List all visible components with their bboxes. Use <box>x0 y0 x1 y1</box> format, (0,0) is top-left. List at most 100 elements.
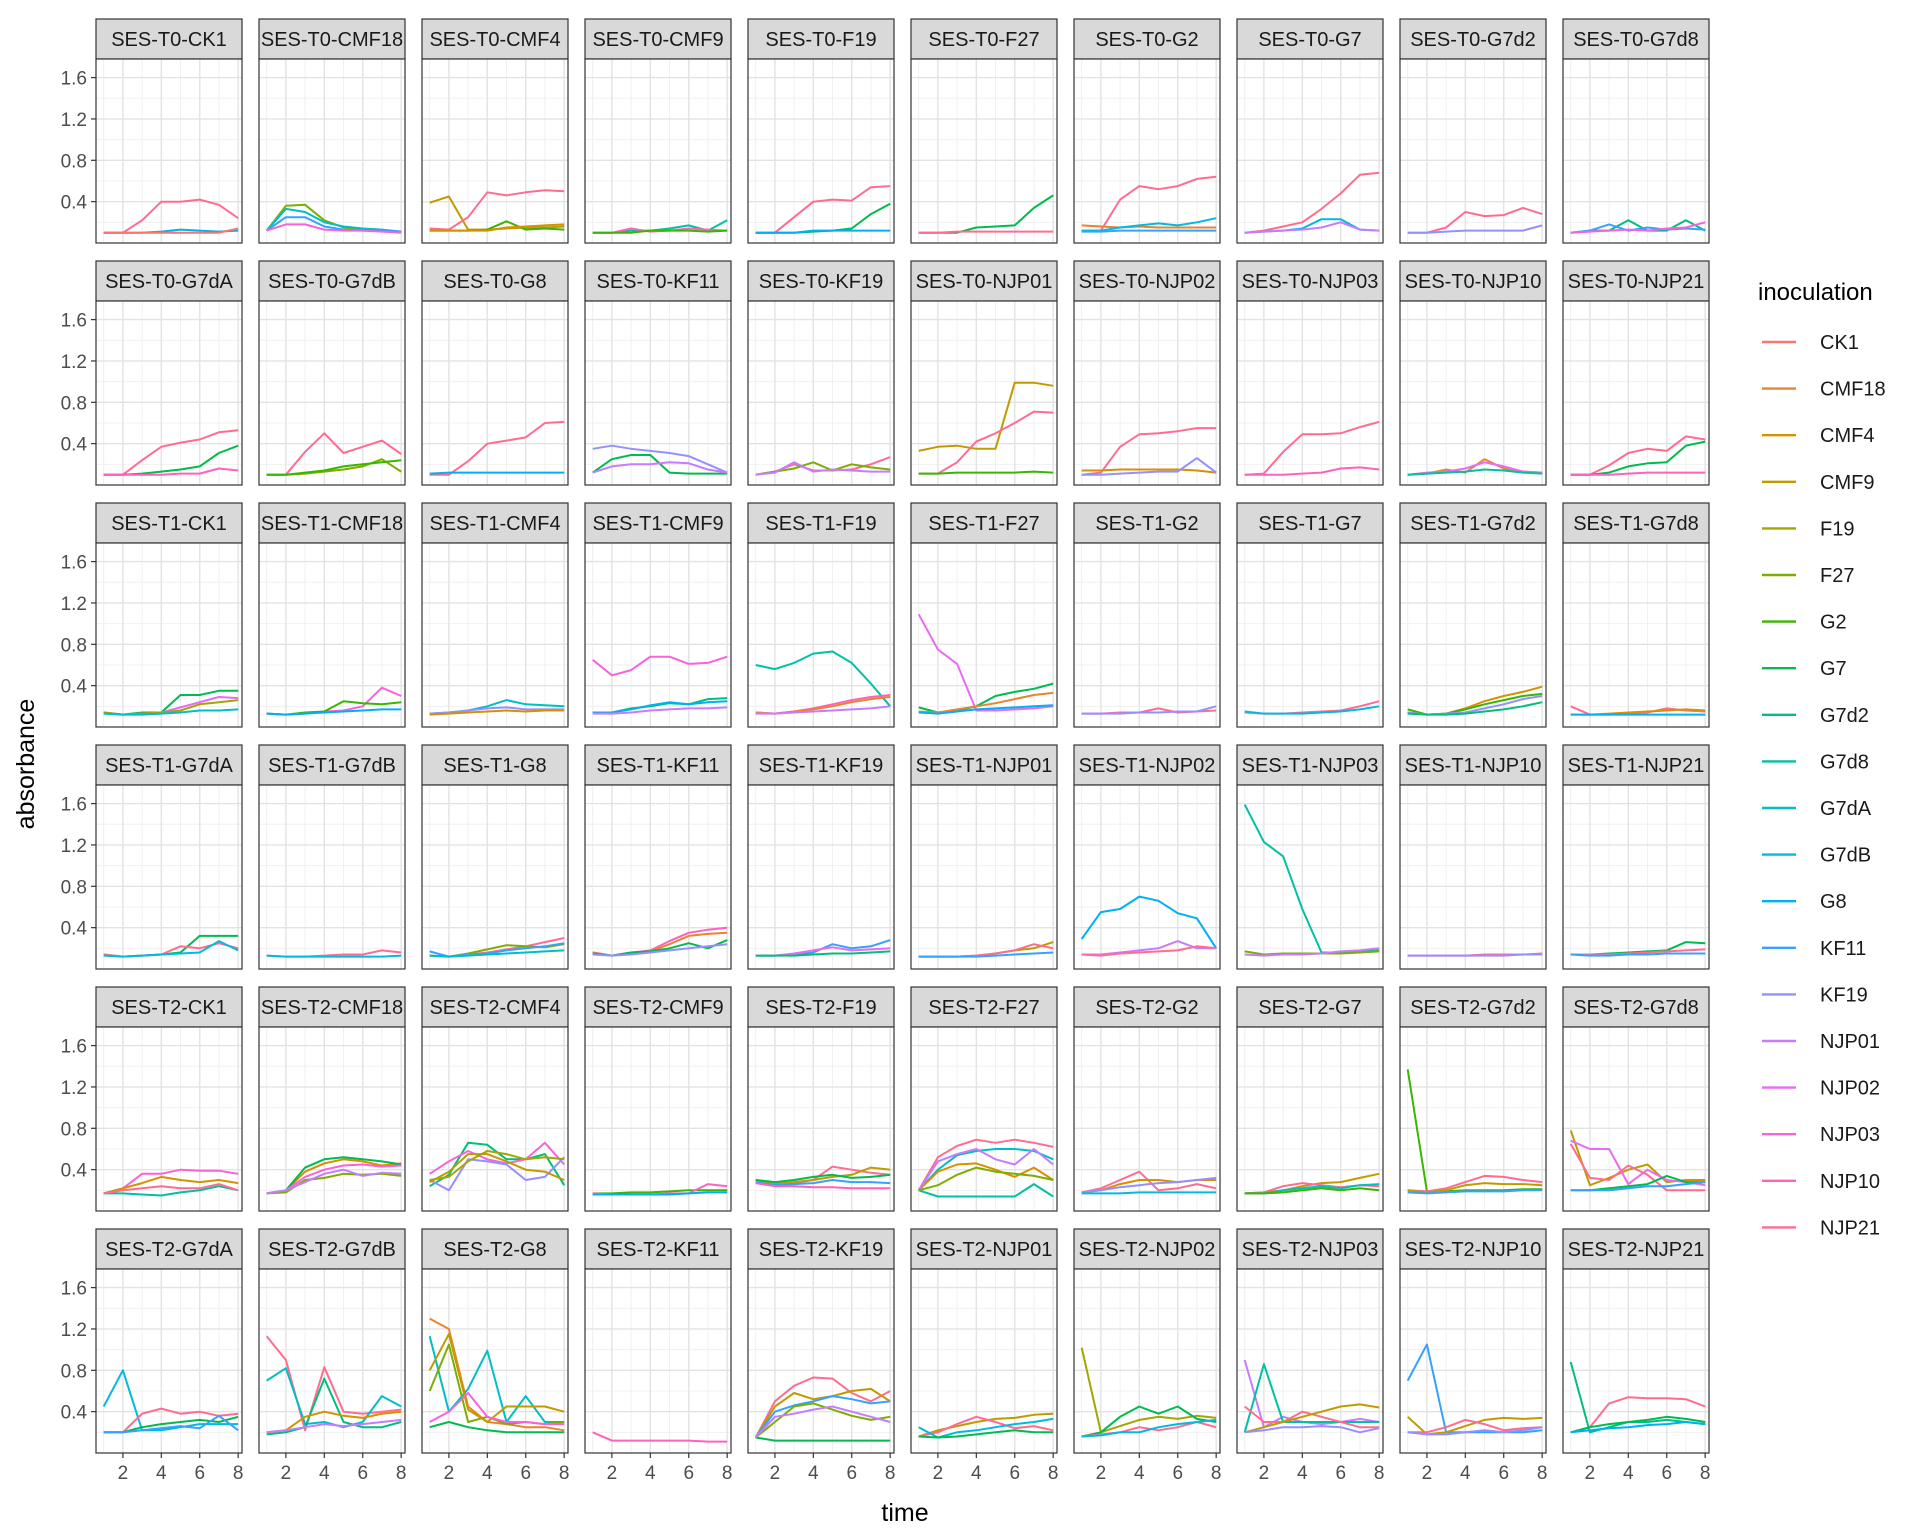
series-line-g8 <box>918 704 1054 715</box>
facet-panel: SES-T2-NJP10 2 4 6 8 <box>1399 1228 1547 1484</box>
series-line-njp01 <box>917 1148 1054 1191</box>
facet-panel: SES-T2-NJP02 2 4 6 8 <box>1073 1228 1222 1484</box>
facet-panel: SES-T1-NJP02 <box>1073 744 1221 970</box>
legend-label: F19 <box>1820 518 1854 540</box>
series-line-njp21 <box>917 1138 1054 1191</box>
facet-panel: SES-T0-KF11 <box>584 260 732 486</box>
legend-label: NJP21 <box>1820 1217 1880 1239</box>
plot-area <box>748 1027 894 1211</box>
facet-strip <box>1562 986 1710 1028</box>
series-line-g7 <box>918 1429 1054 1439</box>
panel-border <box>1073 300 1221 486</box>
series-line-njp21 <box>1570 1396 1706 1434</box>
x-tick-label: 2 <box>1422 1463 1433 1484</box>
facet-strip <box>910 1228 1058 1270</box>
x-tick-label: 8 <box>1211 1463 1222 1484</box>
y-tick-label: 1.2 <box>61 594 87 615</box>
facet-strip <box>1562 744 1710 786</box>
y-tick-label: 1.2 <box>61 836 87 857</box>
series-line-g7 <box>1081 1405 1217 1438</box>
facet-panel: SES-T1-NJP01 <box>910 744 1058 970</box>
facet-panel: SES-T0-G7 <box>1236 18 1384 244</box>
facet-strip <box>1073 502 1221 544</box>
panel-border <box>1236 1268 1384 1454</box>
panel-border <box>1236 542 1384 728</box>
facet-panel: SES-T2-CK1 0.4 0.8 1.2 1.6 <box>61 986 243 1212</box>
series-line-kf11 <box>1570 223 1706 234</box>
series-line-njp03 <box>592 655 728 677</box>
y-tick-label: 1.2 <box>61 1078 87 1099</box>
y-tick-label: 0.4 <box>61 1161 88 1182</box>
series-line-g8 <box>429 471 565 475</box>
x-tick-label: 8 <box>885 1463 896 1484</box>
legend-label: CK1 <box>1820 332 1859 354</box>
x-tick-label: 6 <box>846 1463 857 1484</box>
series-line-kf19 <box>1407 953 1543 957</box>
legend-label: F27 <box>1820 565 1854 587</box>
facet-panel: SES-T1-CK1 0.4 0.8 1.2 1.6 <box>61 502 243 728</box>
x-tick-label: 6 <box>1172 1463 1183 1484</box>
facet-label: SES-T0-KF19 <box>759 271 883 293</box>
y-tick-label: 0.8 <box>61 1361 87 1382</box>
facet-panel: SES-T2-G7 <box>1236 986 1384 1212</box>
facet-panel: SES-T0-F19 <box>747 18 895 244</box>
facet-label: SES-T2-KF19 <box>759 1239 883 1261</box>
facet-label: SES-T1-G7 <box>1258 513 1361 535</box>
series-line-njp21 <box>266 432 402 476</box>
plot-area <box>259 785 405 969</box>
facet-strip <box>1236 260 1384 302</box>
facet-panel: SES-T0-NJP21 <box>1562 260 1710 486</box>
facet-label: SES-T0-NJP10 <box>1405 271 1542 293</box>
legend-label: CMF9 <box>1820 472 1874 494</box>
facet-panel: SES-T0-CMF4 <box>421 18 569 244</box>
series-line-kf11 <box>1570 952 1706 957</box>
series-line-g8 <box>755 229 891 234</box>
facet-label: SES-T0-CMF18 <box>261 29 403 51</box>
panel-border <box>1399 58 1547 244</box>
series-line-njp03 <box>1570 221 1706 234</box>
series-line-njp01 <box>266 1168 402 1195</box>
panel-border <box>95 1268 243 1454</box>
facet-strip <box>1399 260 1547 302</box>
facet-label: SES-T1-CMF9 <box>592 513 723 535</box>
x-tick-label: 2 <box>118 1463 129 1484</box>
facet-strip <box>1073 260 1221 302</box>
plot-area <box>1563 785 1709 969</box>
facet-strip <box>1236 502 1384 544</box>
facet-strip <box>910 18 1058 60</box>
panel-border <box>1399 542 1547 728</box>
x-tick-label: 2 <box>281 1463 292 1484</box>
y-tick-label: 1.6 <box>61 553 87 574</box>
panel-border <box>258 542 406 728</box>
panel-border <box>1236 784 1384 970</box>
plot-area <box>1563 301 1709 485</box>
facet-panel: SES-T2-CMF18 <box>258 986 406 1212</box>
series-line-njp21 <box>1407 1174 1543 1193</box>
series-line-njp21 <box>103 429 239 476</box>
series-line-kf19 <box>592 943 728 957</box>
facet-strip <box>747 1228 895 1270</box>
panel-border <box>1236 300 1384 486</box>
series-line-cmf4 <box>918 1162 1054 1192</box>
series-line-njp10 <box>1570 471 1706 476</box>
facet-panel: SES-T2-G7d2 <box>1399 986 1547 1212</box>
series-line-njp21 <box>754 1376 891 1438</box>
facet-strip <box>421 1228 569 1270</box>
plot-area <box>1400 1269 1546 1453</box>
facet-panel: SES-T1-G7dB <box>258 744 406 970</box>
facet-strip <box>1236 1228 1384 1270</box>
facet-label: SES-T1-NJP10 <box>1405 755 1542 777</box>
facet-label: SES-T0-G7 <box>1258 29 1361 51</box>
series-line-kf11 <box>754 1395 891 1439</box>
facet-strip <box>747 260 895 302</box>
y-tick-label: 0.8 <box>61 151 87 172</box>
plot-area <box>1237 301 1383 485</box>
x-tick-label: 8 <box>233 1463 244 1484</box>
facet-strip <box>95 502 243 544</box>
series-line-kf11 <box>918 951 1054 958</box>
panel-border <box>584 1268 732 1454</box>
panel-border <box>910 542 1058 728</box>
legend-item: KF11 <box>1762 938 1866 960</box>
facet-label: SES-T2-NJP01 <box>916 1239 1053 1261</box>
